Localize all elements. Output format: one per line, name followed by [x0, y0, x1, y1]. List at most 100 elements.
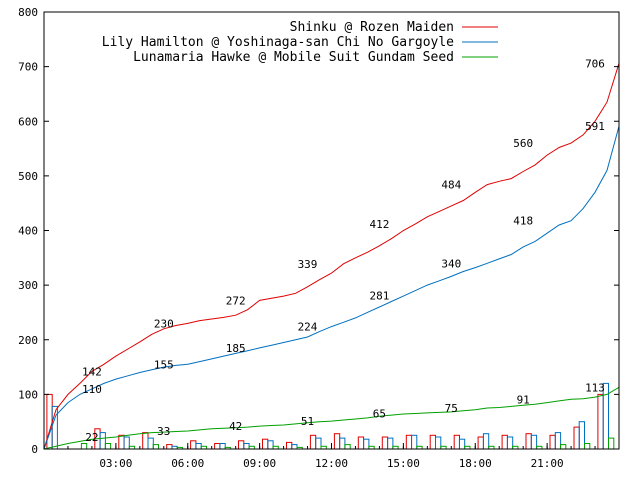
y-tick-label: 500: [18, 170, 38, 183]
point-label: 340: [441, 257, 461, 270]
point-label: 75: [445, 402, 458, 415]
x-tick-label: 21:00: [531, 457, 564, 470]
hourly-bar: [118, 434, 125, 450]
hourly-bar: [573, 426, 580, 450]
point-label: 110: [82, 383, 102, 396]
hourly-bar: [411, 434, 418, 450]
hourly-bar: [104, 443, 112, 450]
point-label: 484: [441, 179, 461, 192]
series-line-1: [43, 63, 620, 450]
y-tick-label: 200: [18, 334, 38, 347]
point-label: 113: [585, 381, 605, 394]
point-label: 185: [226, 342, 246, 355]
hourly-bar: [166, 444, 173, 450]
point-label: 706: [585, 57, 605, 70]
point-labels: 142 230 272 339 412 484 560 706 110 155 185 224 281 3…: [82, 57, 605, 444]
hourly-bar: [147, 437, 154, 450]
point-label: 591: [585, 120, 605, 133]
hourly-bar: [549, 434, 556, 450]
x-tick-label: 06:00: [171, 457, 204, 470]
hourly-bar: [530, 434, 538, 450]
hourly-bar: [435, 436, 442, 450]
point-label: 560: [513, 137, 533, 150]
hourly-bar: [506, 436, 514, 450]
hourly-bar: [344, 444, 351, 450]
hourly-bar: [243, 443, 250, 450]
hourly-bar: [525, 433, 532, 450]
point-label: 281: [369, 290, 389, 303]
point-label: 272: [226, 294, 246, 307]
axes: [43, 11, 620, 450]
hourly-bar: [315, 437, 322, 450]
hourly-bar: [152, 444, 159, 450]
hourly-bar: [80, 443, 88, 450]
hourly-bar: [291, 444, 298, 450]
hourly-bar: [458, 438, 466, 450]
hourly-bar: [286, 441, 293, 450]
hourly-bar: [453, 434, 461, 450]
y-tick-label: 800: [18, 6, 38, 19]
hourly-bar: [219, 443, 226, 450]
x-tick-label: 03:00: [99, 457, 132, 470]
point-label: 155: [154, 358, 174, 371]
hourly-bar: [429, 434, 437, 450]
x-tick-label: 12:00: [315, 457, 348, 470]
hourly-bar: [262, 438, 269, 450]
hourly-bar: [608, 437, 615, 450]
hourly-bar: [142, 432, 149, 450]
y-axis-ticks: 0 100 200 300 400 500 600 700 800: [18, 6, 619, 456]
legend-entry-3: Lunamaria Hawke @ Mobile Suit Gundam See…: [133, 50, 454, 65]
hourly-bar: [123, 436, 130, 450]
y-tick-label: 700: [18, 61, 38, 74]
hourly-bar: [584, 443, 591, 450]
point-label: 142: [82, 365, 102, 378]
hourly-bar: [214, 443, 221, 450]
legend-entry-1: Shinku @ Rozen Maiden: [290, 20, 454, 35]
y-tick-label: 300: [18, 279, 38, 292]
legend-entry-2: Lily Hamilton @ Yoshinaga-san Chi No Gar…: [102, 35, 454, 50]
point-label: 33: [157, 425, 170, 438]
hourly-bar: [267, 440, 274, 450]
point-label: 51: [301, 415, 314, 428]
hourly-bar: [597, 393, 604, 450]
hourly-bar: [578, 421, 586, 450]
hourly-bar: [405, 434, 413, 450]
hourly-bar: [482, 433, 490, 450]
hourly-bar: [238, 440, 245, 450]
y-tick-label: 400: [18, 225, 38, 238]
hourly-bar: [46, 393, 53, 450]
series-lines: [43, 63, 620, 450]
point-label: 22: [85, 431, 98, 444]
hourly-bar: [363, 438, 370, 450]
x-tick-label: 09:00: [243, 457, 276, 470]
hourly-bar: [381, 436, 389, 450]
hourly-bar: [357, 436, 365, 450]
point-label: 418: [513, 215, 533, 228]
series-line-3: [43, 386, 620, 450]
hourly-bar: [387, 437, 394, 450]
point-label: 91: [517, 393, 530, 406]
plot-frame: [43, 11, 620, 450]
point-label: 42: [229, 420, 242, 433]
point-label: 412: [369, 218, 389, 231]
point-label: 230: [154, 317, 174, 330]
x-tick-label: 15:00: [387, 457, 420, 470]
y-tick-label: 600: [18, 115, 38, 128]
hourly-bar: [333, 433, 341, 450]
x-tick-label: 18:00: [459, 457, 492, 470]
y-tick-label: 0: [31, 443, 38, 456]
hourly-bar: [477, 436, 484, 450]
point-label: 65: [373, 408, 386, 421]
series-line-2: [43, 126, 620, 450]
hourly-bar: [195, 443, 202, 450]
y-tick-label: 100: [18, 388, 38, 401]
hourly-bar: [190, 440, 197, 450]
hourly-bar: [99, 432, 106, 450]
point-label: 339: [298, 258, 318, 271]
x-axis-ticks: 03:00 06:00 09:00 12:00 15:00 18:00 21:00: [43, 443, 620, 470]
hourly-bar: [501, 434, 508, 450]
hourly-bar: [309, 434, 317, 450]
hourly-bar: [339, 437, 346, 450]
